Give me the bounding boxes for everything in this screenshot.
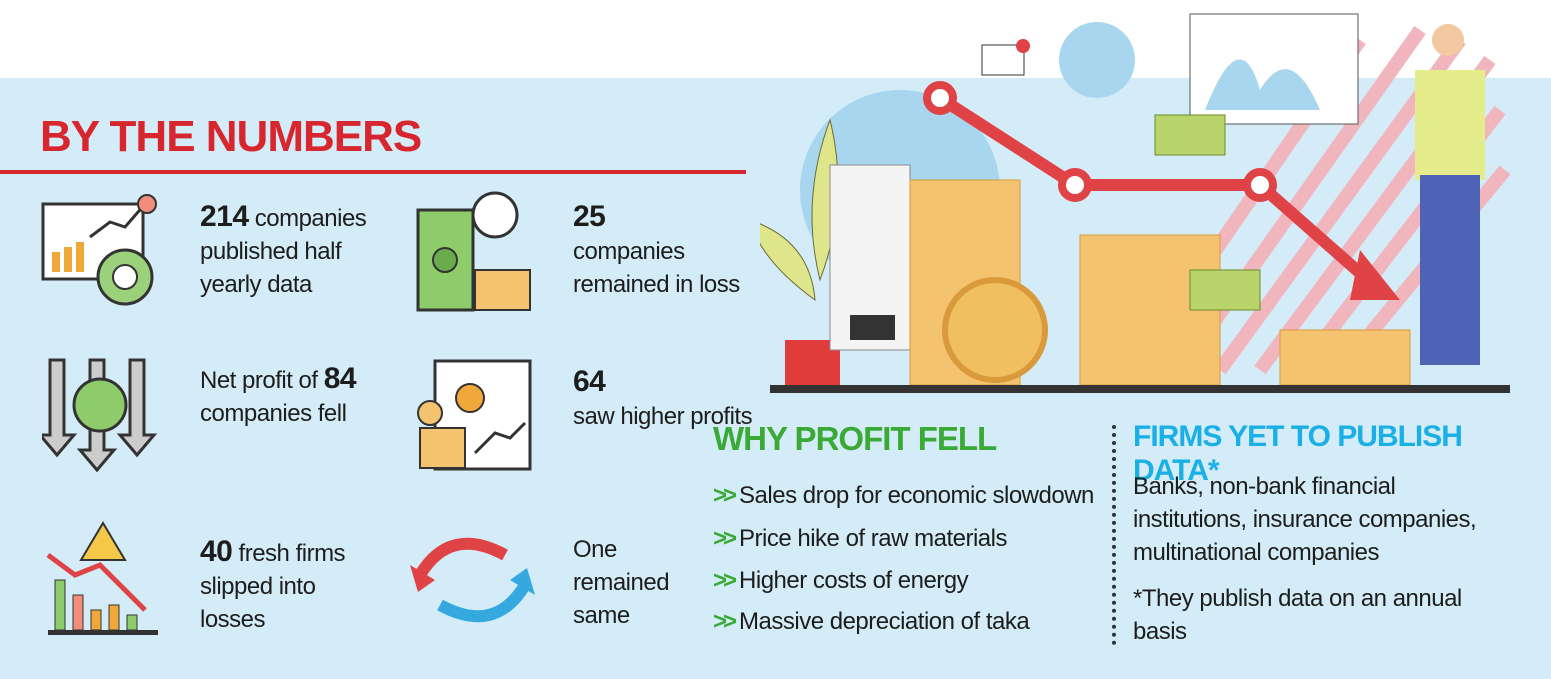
stat-text: Net profit of	[200, 367, 318, 394]
stat-text: fresh firms slipped into losses	[200, 540, 346, 633]
stat-text: companies remained in loss	[573, 238, 740, 298]
stat-number: 64	[573, 365, 606, 398]
section-title: FIRMS YET TO PUBLISH DATA*	[1133, 420, 1463, 487]
stat-number: 40	[200, 535, 233, 568]
stat: Net profit of 84 companies fell	[200, 362, 385, 430]
firms-body: Banks, non-bank financial institutions, …	[1133, 473, 1477, 566]
stat-text: companies published half yearly data	[200, 205, 367, 298]
stat-text: One remained same	[573, 536, 670, 629]
firms-note: *They publish data on an annual basis	[1133, 585, 1462, 645]
stat: 214 companies published half yearly data	[200, 200, 385, 301]
reason: >> Price hike of raw materials	[713, 525, 1007, 552]
icon-report	[417, 359, 532, 471]
icon-money	[416, 191, 531, 312]
reason: >> Massive depreciation of taka	[713, 608, 1030, 635]
stat: 40 fresh firms slipped into losses	[200, 535, 385, 636]
title-rule	[0, 170, 746, 174]
stat-text: companies fell	[200, 400, 347, 427]
stat-number: 25	[573, 200, 606, 233]
title: BY THE NUMBERS	[40, 112, 422, 161]
divider	[1112, 425, 1116, 645]
illustration	[760, 13, 1511, 393]
icon-dashboard	[41, 194, 157, 306]
stat-number: 214	[200, 200, 249, 233]
icon-cycle	[410, 537, 535, 623]
reason-text: Sales drop for economic slowdown	[739, 482, 1094, 509]
stat: One remained same	[573, 533, 693, 632]
reason-text: Price hike of raw materials	[739, 525, 1007, 552]
icon-loss-chart	[46, 521, 158, 635]
reason-text: Massive depreciation of taka	[739, 608, 1030, 635]
stat-text: saw higher profits	[573, 403, 753, 430]
reason: >> Sales drop for economic slowdown	[713, 482, 1094, 509]
stat: 25 companies remained in loss	[573, 200, 758, 301]
icon-arrows-down	[42, 358, 158, 473]
stat: 64 saw higher profits	[573, 365, 758, 433]
reason-text: Higher costs of energy	[739, 567, 969, 594]
section-title: WHY PROFIT FELL	[713, 420, 997, 457]
reason: >> Higher costs of energy	[713, 567, 969, 594]
stat-number: 84	[323, 362, 357, 395]
